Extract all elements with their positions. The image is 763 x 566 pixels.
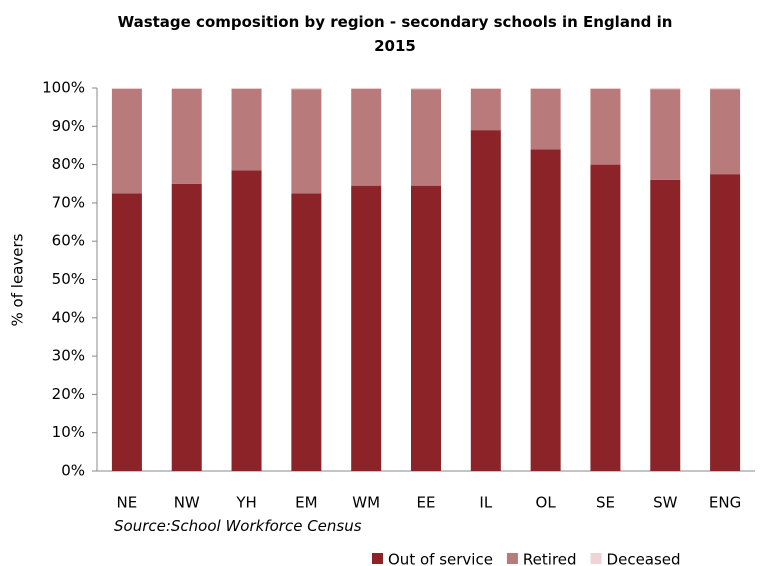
legend-swatch: [372, 553, 383, 564]
bar-segment: [231, 88, 262, 89]
bar-segment: [111, 88, 142, 194]
x-tick-label: EE: [417, 494, 436, 512]
bar-segment: [650, 89, 681, 180]
bar-segment: [351, 185, 382, 472]
bar-segment: [530, 88, 561, 89]
bar-segment: [351, 88, 382, 89]
bar-segment: [530, 149, 561, 471]
source-note: Source:School Workforce Census: [114, 517, 362, 535]
y-tick-label: 50%: [52, 270, 85, 288]
legend-label: Deceased: [607, 551, 681, 566]
bar-segment: [590, 88, 621, 165]
y-tick-label: 20%: [52, 385, 85, 403]
bar-segment: [231, 88, 262, 171]
y-tick-label: 0%: [61, 462, 85, 480]
x-tick-label: OL: [536, 494, 557, 512]
bar-segment: [650, 88, 681, 90]
y-tick-label: 30%: [52, 347, 85, 365]
bar-segment: [291, 89, 322, 194]
bar-segment: [351, 88, 382, 186]
bar-segment: [171, 183, 202, 471]
bar-segment: [291, 88, 322, 90]
x-tick-label: YH: [235, 494, 256, 512]
legend-swatch: [506, 553, 518, 564]
bar-segment: [411, 89, 441, 186]
bar-segment: [530, 88, 561, 150]
x-tick-label: NW: [174, 494, 200, 512]
x-tick-label: IL: [479, 494, 492, 512]
bar-segment: [470, 88, 501, 131]
legend-label: Retired: [523, 551, 577, 566]
bar-segment: [111, 88, 142, 89]
x-tick-label: NE: [117, 494, 138, 512]
y-tick-label: 100%: [42, 79, 85, 97]
y-axis-label: % of leavers: [9, 233, 27, 326]
bar-segment: [111, 193, 142, 471]
x-tick-label: SW: [653, 494, 678, 512]
chart-title: Wastage composition by region - secondar…: [117, 13, 673, 55]
bar-segment: [291, 193, 322, 471]
bar-segment: [470, 88, 501, 89]
x-tick-label: ENG: [709, 494, 741, 512]
legend-swatch: [590, 553, 602, 564]
bar-segment: [411, 88, 441, 90]
bar-segment: [590, 88, 621, 89]
x-tick-label: EM: [295, 494, 317, 512]
y-tick-label: 40%: [52, 308, 85, 326]
y-tick-label: 70%: [52, 193, 85, 211]
bar-segment: [171, 88, 202, 184]
bar-segment: [710, 88, 741, 90]
bar-segment: [590, 164, 621, 471]
bar-segment: [411, 185, 441, 472]
bar-segment: [710, 89, 741, 175]
bar-segment: [710, 174, 741, 472]
y-tick-label: 60%: [52, 232, 85, 250]
bar-segment: [470, 130, 501, 471]
legend-label: Out of service: [388, 551, 493, 566]
bar-segment: [231, 170, 262, 471]
x-tick-label: SE: [596, 494, 615, 512]
y-tick-label: 90%: [52, 117, 85, 135]
y-tick-label: 80%: [52, 155, 85, 173]
y-tick-label: 10%: [52, 423, 85, 441]
bar-segment: [171, 88, 202, 89]
bar-segment: [650, 179, 681, 472]
x-tick-label: WM: [352, 494, 380, 512]
